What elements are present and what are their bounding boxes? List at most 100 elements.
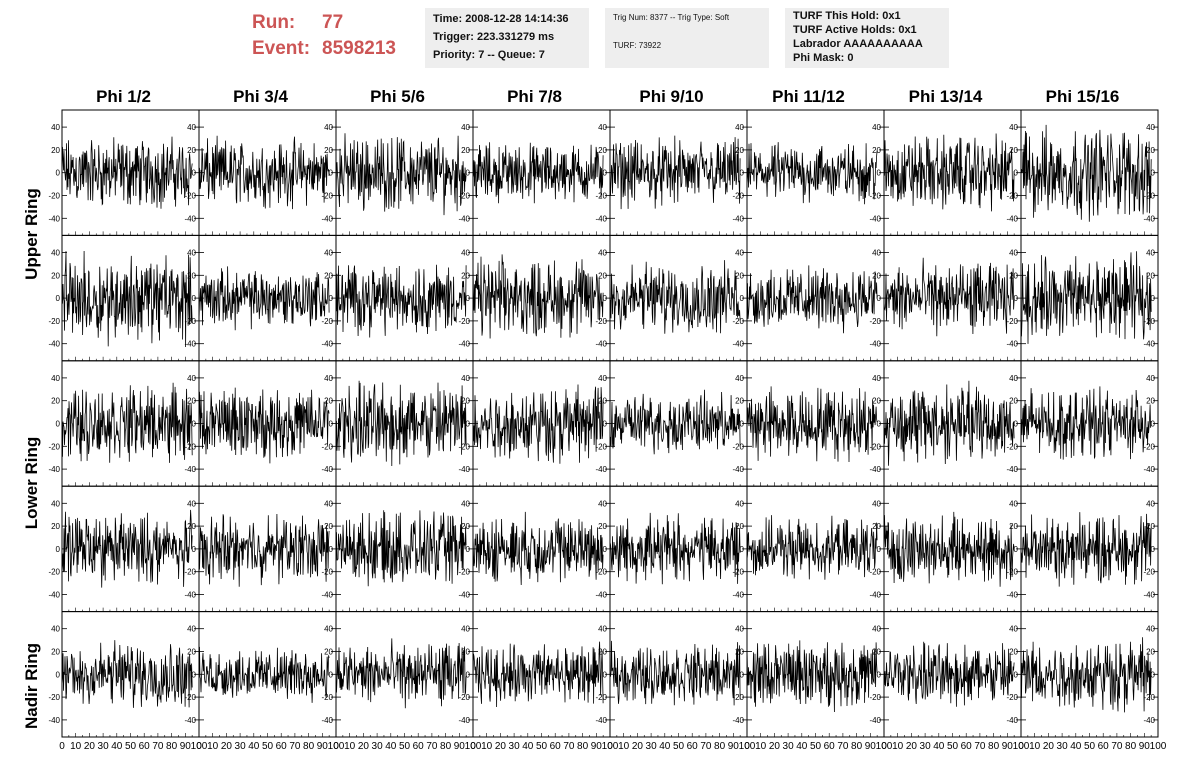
xtick-label: 90 bbox=[591, 741, 603, 752]
waveform-r0-c5 bbox=[746, 142, 878, 205]
xtick-label: 60 bbox=[961, 741, 973, 752]
ytick-label: -40 bbox=[595, 340, 607, 349]
waveform-r3-c5 bbox=[746, 515, 878, 580]
ytick-label: 20 bbox=[1146, 146, 1155, 155]
xtick-label: 40 bbox=[385, 741, 397, 752]
ytick-label: 40 bbox=[872, 249, 881, 258]
xtick-label: 30 bbox=[1057, 741, 1069, 752]
ytick-label: 40 bbox=[735, 374, 744, 383]
xtick-label: 30 bbox=[509, 741, 521, 752]
xtick-label: 40 bbox=[248, 741, 260, 752]
ytick-label: -40 bbox=[732, 591, 744, 600]
ytick-label: -20 bbox=[321, 693, 333, 702]
turf-line: TURF: 73922 bbox=[613, 41, 662, 50]
xtick-label: 70 bbox=[700, 741, 712, 752]
ytick-label: -20 bbox=[321, 192, 333, 201]
waveform-r0-c1 bbox=[198, 135, 330, 210]
xtick-label: 90 bbox=[728, 741, 740, 752]
phi-header-3: Phi 5/6 bbox=[370, 87, 425, 106]
ytick-label: 20 bbox=[1146, 522, 1155, 531]
ytick-label: -20 bbox=[321, 568, 333, 577]
ytick-label: -40 bbox=[1006, 591, 1018, 600]
xtick-label: 10 bbox=[481, 741, 493, 752]
ytick-label: 40 bbox=[735, 123, 744, 132]
phi-header-1: Phi 1/2 bbox=[96, 87, 151, 106]
xtick-label: 90 bbox=[1139, 741, 1151, 752]
ytick-label: 0 bbox=[740, 670, 745, 679]
xtick-label: 80 bbox=[166, 741, 178, 752]
ytick-label: -40 bbox=[321, 214, 333, 223]
ytick-label: -20 bbox=[458, 317, 470, 326]
ytick-label: 0 bbox=[877, 294, 882, 303]
ytick-label: -20 bbox=[184, 442, 196, 451]
ytick-label: -40 bbox=[458, 340, 470, 349]
ytick-label: -20 bbox=[1006, 442, 1018, 451]
ytick-label: 40 bbox=[1146, 123, 1155, 132]
ytick-label: 0 bbox=[603, 545, 608, 554]
ytick-label: 20 bbox=[735, 397, 744, 406]
ytick-label: -40 bbox=[321, 465, 333, 474]
ytick-label: -20 bbox=[1143, 317, 1155, 326]
xtick-label: 100 bbox=[1013, 741, 1030, 752]
phi-header-7: Phi 13/14 bbox=[908, 87, 983, 106]
ytick-label: -20 bbox=[458, 442, 470, 451]
ytick-label: -20 bbox=[458, 693, 470, 702]
waveform-r0-c0 bbox=[61, 136, 193, 209]
ytick-label: 0 bbox=[603, 670, 608, 679]
waveform-r1-c4 bbox=[609, 260, 741, 334]
ytick-label: 0 bbox=[740, 420, 745, 429]
xtick-label: 20 bbox=[769, 741, 781, 752]
xtick-label: 40 bbox=[933, 741, 945, 752]
xtick-label: 80 bbox=[988, 741, 1000, 752]
ytick-label: 0 bbox=[329, 670, 334, 679]
xtick-label: 50 bbox=[536, 741, 548, 752]
ytick-label: 20 bbox=[598, 648, 607, 657]
xtick-label: 50 bbox=[1084, 741, 1096, 752]
waveform-r4-c2 bbox=[335, 638, 467, 709]
ytick-label: -40 bbox=[1006, 214, 1018, 223]
run-value: 77 bbox=[322, 12, 344, 33]
ytick-label: 40 bbox=[1009, 123, 1018, 132]
waveform-r2-c2 bbox=[335, 380, 467, 467]
ytick-label: -20 bbox=[184, 693, 196, 702]
run-event-box: Run: 77 Event: 8598213 bbox=[252, 10, 396, 62]
ytick-label: 40 bbox=[187, 625, 196, 634]
ytick-label: 20 bbox=[324, 648, 333, 657]
xtick-label: 50 bbox=[947, 741, 959, 752]
xtick-label: 10 bbox=[344, 741, 356, 752]
ytick-label: -40 bbox=[595, 214, 607, 223]
trig-line: Trig Num: 8377 -- Trig Type: Soft bbox=[613, 13, 730, 22]
xtick-label: 0 bbox=[881, 741, 887, 752]
ytick-label: -20 bbox=[732, 693, 744, 702]
ytick-label: 0 bbox=[1151, 545, 1156, 554]
waveform-r4-c7 bbox=[1020, 637, 1152, 713]
ytick-label: 40 bbox=[735, 499, 744, 508]
xtick-label: 50 bbox=[673, 741, 685, 752]
ytick-label: -20 bbox=[869, 192, 881, 201]
xtick-label: 50 bbox=[262, 741, 274, 752]
phi-header-6: Phi 11/12 bbox=[772, 87, 845, 106]
waveform-r4-c5 bbox=[746, 640, 878, 713]
ytick-label-left: -20 bbox=[48, 568, 60, 577]
ytick-label: 20 bbox=[187, 522, 196, 531]
ytick-label: 40 bbox=[187, 374, 196, 383]
phi-mask-line: Phi Mask: 0 bbox=[793, 52, 854, 64]
ytick-label-left: 0 bbox=[56, 169, 61, 178]
ytick-label-left: -40 bbox=[48, 465, 60, 474]
ytick-label: 40 bbox=[872, 625, 881, 634]
ytick-label-left: 0 bbox=[56, 294, 61, 303]
ytick-label: 0 bbox=[466, 294, 471, 303]
xtick-label: 40 bbox=[111, 741, 123, 752]
xtick-label: 90 bbox=[454, 741, 466, 752]
ytick-label: 20 bbox=[735, 271, 744, 280]
ytick-label: 0 bbox=[1151, 294, 1156, 303]
ytick-label: 0 bbox=[1014, 545, 1019, 554]
waveform-r3-c7 bbox=[1020, 512, 1152, 587]
ytick-label: 0 bbox=[192, 545, 197, 554]
ytick-label: 40 bbox=[324, 499, 333, 508]
ytick-label: 0 bbox=[1151, 169, 1156, 178]
ytick-label: -40 bbox=[732, 465, 744, 474]
ytick-label: 20 bbox=[324, 146, 333, 155]
xtick-label: 0 bbox=[607, 741, 613, 752]
xtick-label: 70 bbox=[563, 741, 575, 752]
